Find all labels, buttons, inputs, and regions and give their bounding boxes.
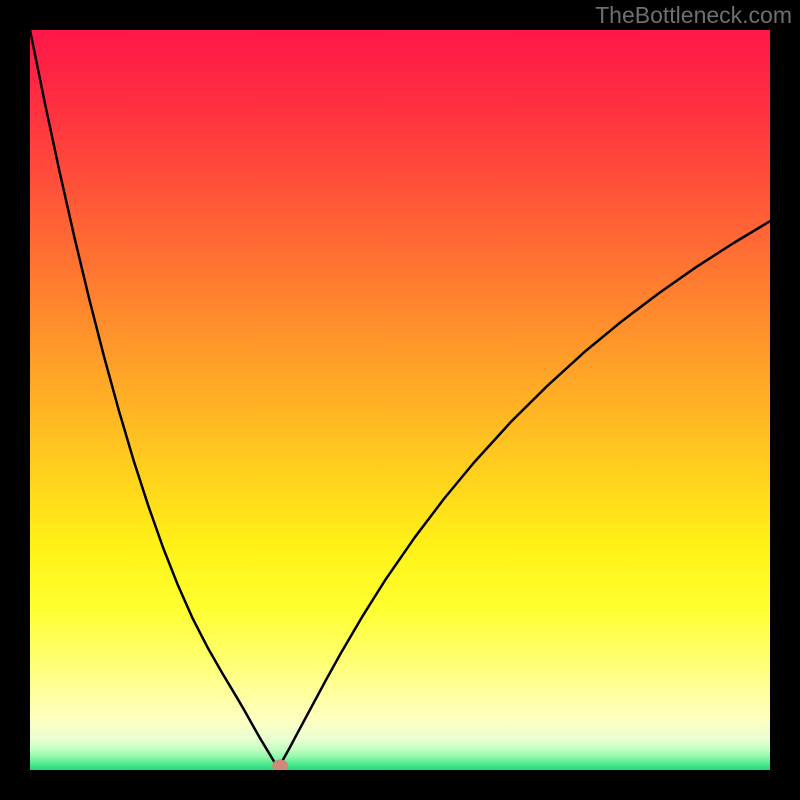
chart-svg [30, 30, 770, 770]
chart-frame: TheBottleneck.com [0, 0, 800, 800]
plot-area [30, 30, 770, 770]
chart-background [30, 30, 770, 770]
watermark-text: TheBottleneck.com [595, 2, 792, 29]
